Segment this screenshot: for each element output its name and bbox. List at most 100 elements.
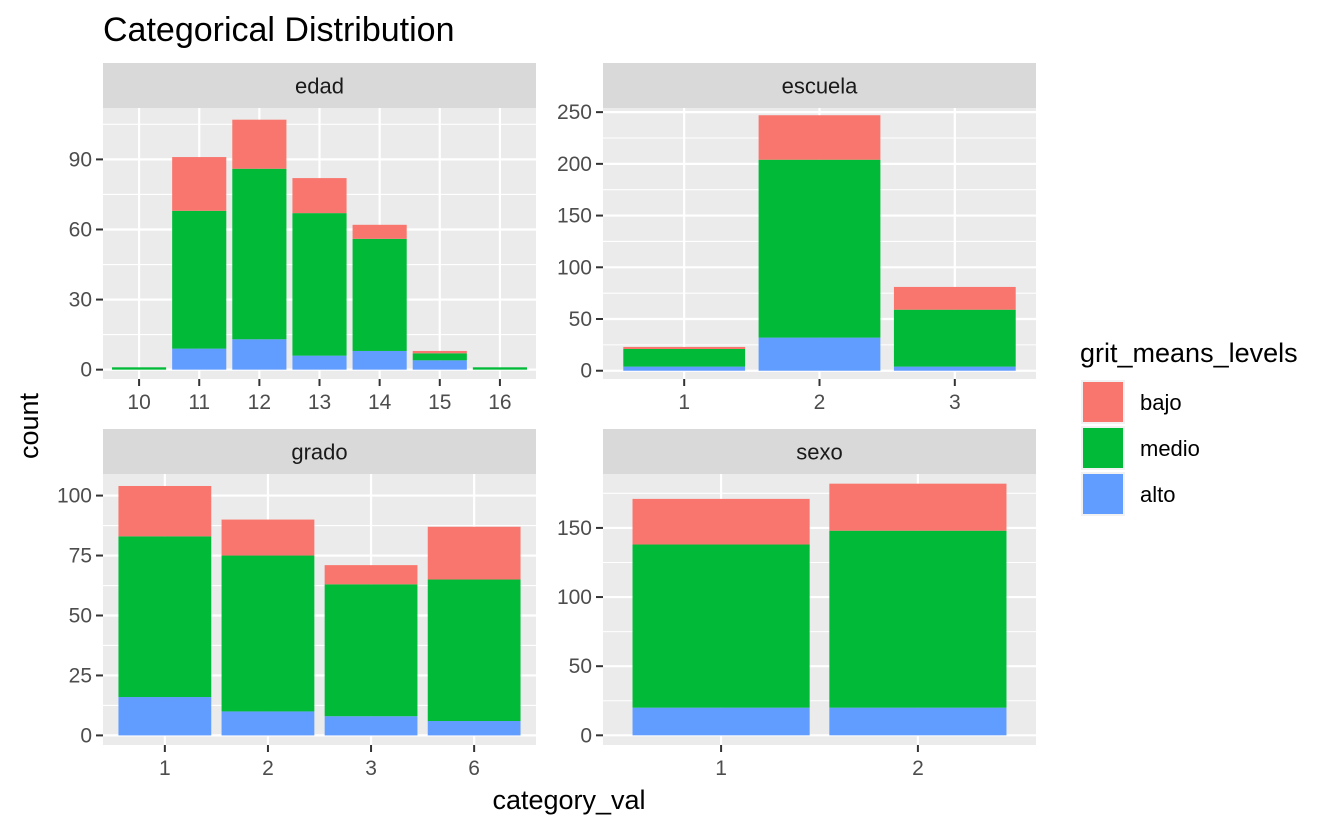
x-axis-title: category_val [492, 785, 645, 815]
legend-label-bajo: bajo [1140, 390, 1182, 415]
y-tick-label: 100 [57, 485, 92, 508]
bar-segment-bajo [412, 350, 467, 354]
bar-segment-medio [632, 544, 810, 708]
x-tick-label: 2 [262, 757, 274, 780]
x-tick-label: 10 [127, 391, 150, 414]
x-tick-label: 12 [248, 391, 271, 414]
y-tick-label: 150 [557, 205, 592, 228]
bar-segment-bajo [352, 224, 407, 239]
strip-label-escuela: escuela [782, 74, 859, 99]
bar-segment-medio [829, 530, 1007, 708]
bar-segment-alto [292, 355, 347, 370]
bar-segment-bajo [893, 286, 1016, 310]
y-tick-label: 0 [580, 724, 592, 747]
y-tick-label: 25 [69, 664, 92, 687]
y-tick-label: 50 [569, 655, 592, 678]
bar-segment-medio [893, 309, 1016, 367]
bar-segment-alto [623, 366, 746, 371]
bar-segment-medio [324, 584, 418, 717]
bar-segment-alto [829, 707, 1007, 736]
strip-edad [103, 63, 536, 108]
y-tick-label: 30 [69, 289, 92, 312]
x-tick-label: 6 [468, 757, 480, 780]
bar-segment-medio [221, 555, 315, 712]
strip-sexo [603, 429, 1036, 474]
bar-segment-medio [232, 168, 287, 340]
legend-label-medio: medio [1140, 436, 1200, 461]
y-tick-label: 150 [557, 517, 592, 540]
bar-segment-bajo [632, 498, 810, 545]
bar-segment-alto [427, 721, 521, 736]
y-tick-label: 100 [557, 256, 592, 279]
bar-segment-bajo [292, 178, 347, 214]
bar-segment-bajo [172, 157, 227, 211]
bar-segment-alto [412, 360, 467, 370]
y-tick-label: 0 [80, 359, 92, 382]
y-tick-label: 100 [557, 586, 592, 609]
x-tick-label: 1 [678, 391, 690, 414]
x-tick-label: 3 [365, 757, 377, 780]
x-tick-label: 14 [368, 391, 392, 414]
y-tick-label: 90 [69, 148, 92, 171]
y-axis-title: count [14, 392, 44, 459]
bar-segment-medio [427, 579, 521, 722]
y-tick-label: 250 [557, 101, 592, 124]
panel-escuela: escuela 0 50 100 150 200 250 1 2 3 [557, 63, 1036, 414]
bar-segment-alto [632, 707, 810, 736]
bar-segment-medio [118, 536, 212, 698]
panel-grado: grado 0 25 50 75 100 1 2 3 6 [57, 429, 536, 780]
bar-segment-bajo [427, 526, 521, 580]
y-tick-label: 60 [69, 218, 92, 241]
bar-segment-bajo [118, 485, 212, 537]
bar-segment-medio [623, 349, 746, 367]
bar-segment-bajo [758, 115, 881, 160]
x-tick-label: 15 [428, 391, 451, 414]
strip-label-grado: grado [291, 440, 347, 465]
chart-title: Categorical Distribution [103, 11, 455, 49]
panel-sexo: sexo 0 50 100 150 1 2 [557, 429, 1036, 780]
bar-segment-alto [118, 697, 212, 736]
legend-label-alto: alto [1140, 482, 1175, 507]
y-tick-label: 75 [69, 545, 92, 568]
x-tick-label: 16 [488, 391, 511, 414]
y-tick-label: 50 [69, 604, 92, 627]
strip-escuela [603, 63, 1036, 108]
bar-segment-bajo [232, 119, 287, 169]
bar-segment-medio [352, 238, 407, 351]
x-tick-label: 1 [159, 757, 171, 780]
bar-segment-medio [758, 159, 881, 338]
y-tick-label: 200 [557, 153, 592, 176]
y-tick-label: 50 [569, 308, 592, 331]
bar-segment-alto [232, 339, 287, 370]
legend: grit_means_levels bajo medio alto [1080, 338, 1298, 516]
y-tick-label: 0 [580, 360, 592, 383]
x-tick-label: 3 [949, 391, 961, 414]
bar-segment-alto [324, 716, 418, 736]
bar-segment-bajo [221, 519, 315, 556]
y-tick-label: 0 [80, 724, 92, 747]
strip-label-sexo: sexo [796, 440, 842, 465]
legend-key-alto [1083, 474, 1123, 514]
bar-segment-medio [472, 367, 527, 370]
bar-segment-alto [893, 366, 1016, 371]
bar-segment-medio [292, 213, 347, 356]
bar-segment-medio [112, 367, 167, 370]
x-tick-label: 2 [912, 757, 924, 780]
bar-segment-bajo [623, 346, 746, 350]
bar-segment-alto [172, 348, 227, 370]
x-tick-label: 13 [308, 391, 331, 414]
bar-segment-medio [172, 210, 227, 349]
x-tick-label: 2 [814, 391, 826, 414]
panel-edad: edad 0 30 60 90 10 11 12 13 14 15 16 [69, 63, 536, 414]
bar-segment-alto [758, 337, 881, 371]
legend-key-medio [1083, 428, 1123, 468]
x-tick-label: 11 [188, 391, 210, 414]
bar-segment-bajo [324, 565, 418, 585]
x-tick-label: 1 [715, 757, 727, 780]
strip-grado [103, 429, 536, 474]
strip-label-edad: edad [295, 74, 344, 99]
bar-segment-bajo [829, 483, 1007, 531]
legend-key-bajo [1083, 382, 1123, 422]
